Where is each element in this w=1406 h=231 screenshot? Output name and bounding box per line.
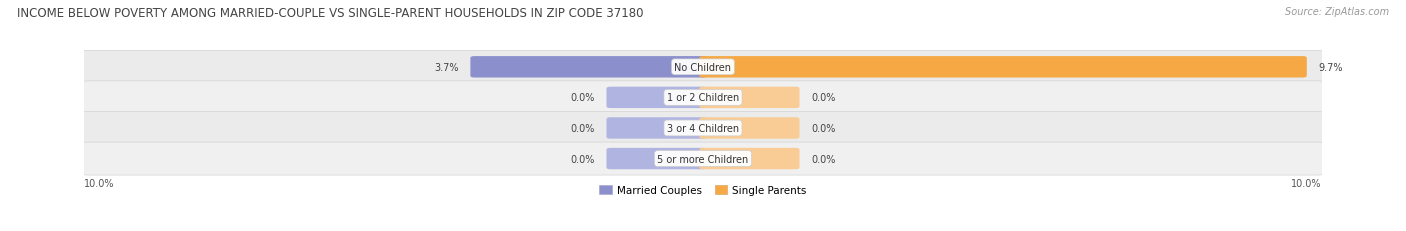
Text: 0.0%: 0.0% (811, 93, 835, 103)
Text: 3.7%: 3.7% (434, 63, 458, 73)
FancyBboxPatch shape (699, 118, 800, 139)
FancyBboxPatch shape (83, 82, 1323, 114)
Legend: Married Couples, Single Parents: Married Couples, Single Parents (595, 181, 811, 199)
Text: 9.7%: 9.7% (1319, 63, 1343, 73)
FancyBboxPatch shape (606, 118, 707, 139)
Text: 3 or 4 Children: 3 or 4 Children (666, 123, 740, 133)
FancyBboxPatch shape (606, 87, 707, 109)
FancyBboxPatch shape (471, 57, 707, 78)
Text: 10.0%: 10.0% (1291, 178, 1322, 188)
FancyBboxPatch shape (83, 51, 1323, 84)
Text: Source: ZipAtlas.com: Source: ZipAtlas.com (1285, 7, 1389, 17)
FancyBboxPatch shape (699, 148, 800, 170)
Text: 0.0%: 0.0% (571, 154, 595, 164)
Text: No Children: No Children (675, 63, 731, 73)
Text: 0.0%: 0.0% (811, 123, 835, 133)
FancyBboxPatch shape (606, 148, 707, 170)
FancyBboxPatch shape (83, 112, 1323, 145)
FancyBboxPatch shape (699, 87, 800, 109)
Text: 10.0%: 10.0% (84, 178, 115, 188)
Text: 0.0%: 0.0% (571, 93, 595, 103)
Text: INCOME BELOW POVERTY AMONG MARRIED-COUPLE VS SINGLE-PARENT HOUSEHOLDS IN ZIP COD: INCOME BELOW POVERTY AMONG MARRIED-COUPL… (17, 7, 644, 20)
FancyBboxPatch shape (83, 143, 1323, 175)
FancyBboxPatch shape (699, 57, 1306, 78)
Text: 0.0%: 0.0% (571, 123, 595, 133)
Text: 5 or more Children: 5 or more Children (658, 154, 748, 164)
Text: 0.0%: 0.0% (811, 154, 835, 164)
Text: 1 or 2 Children: 1 or 2 Children (666, 93, 740, 103)
